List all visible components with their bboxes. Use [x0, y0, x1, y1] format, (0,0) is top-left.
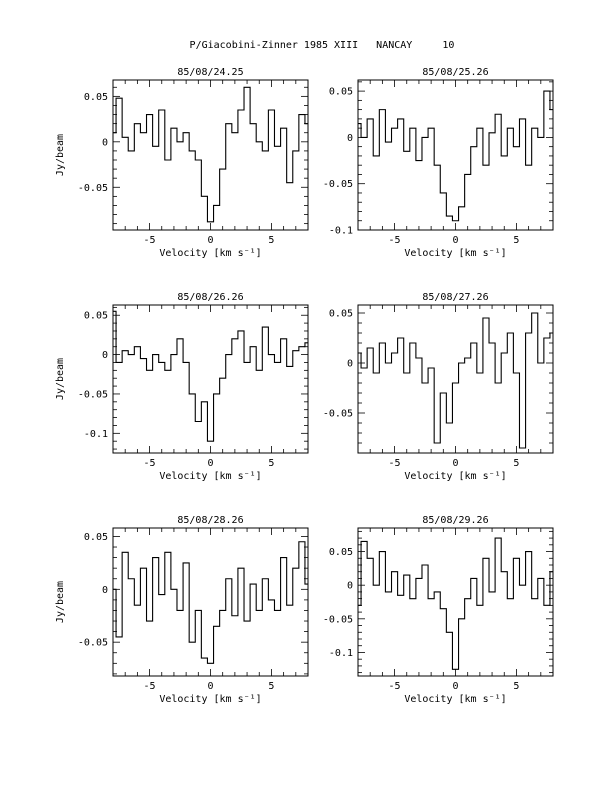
- x-tick-label: 5: [513, 681, 519, 692]
- x-axis-label: Velocity [km s⁻¹]: [159, 694, 261, 705]
- x-axis-label: Velocity [km s⁻¹]: [404, 471, 506, 482]
- y-tick-label: 0.05: [329, 87, 353, 98]
- y-tick-label: 0: [102, 137, 108, 148]
- spectrum-line: [113, 86, 308, 223]
- y-tick-label: -0.05: [78, 183, 108, 194]
- y-tick-label: 0.05: [329, 309, 353, 320]
- plot-frame: [357, 527, 554, 677]
- x-tick-label: 0: [452, 458, 458, 469]
- x-tick-label: 0: [452, 681, 458, 692]
- plot-frame: [112, 304, 309, 454]
- y-axis-label: Jy/beam: [55, 581, 66, 623]
- y-axis-label: Jy/beam: [55, 358, 66, 400]
- x-tick-label: -5: [144, 681, 156, 692]
- y-tick-label: -0.1: [329, 648, 353, 659]
- y-tick-label: 0: [347, 133, 353, 144]
- x-tick-label: -5: [389, 681, 401, 692]
- x-tick-label: -5: [144, 458, 156, 469]
- y-tick-label: 0.05: [84, 532, 108, 543]
- x-axis-label: Velocity [km s⁻¹]: [404, 694, 506, 705]
- x-tick-label: 0: [452, 235, 458, 246]
- y-tick-label: 0: [347, 359, 353, 370]
- panel-title: 85/08/24.25: [177, 67, 243, 78]
- x-tick-label: 5: [268, 235, 274, 246]
- x-axis-label: Velocity [km s⁻¹]: [159, 248, 261, 259]
- x-tick-label: 5: [268, 681, 274, 692]
- y-tick-label: -0.05: [323, 179, 353, 190]
- y-tick-label: 0: [102, 585, 108, 596]
- spectrum-line: [113, 541, 308, 664]
- y-tick-label: 0: [102, 350, 108, 361]
- y-tick-label: -0.05: [78, 638, 108, 649]
- x-tick-label: -5: [389, 458, 401, 469]
- y-tick-label: -0.1: [329, 226, 353, 237]
- panel-title: 85/08/29.26: [422, 515, 488, 526]
- panel-title: 85/08/25.26: [422, 67, 488, 78]
- spectrum-line: [358, 537, 553, 670]
- y-tick-label: 0.05: [84, 311, 108, 322]
- x-tick-label: -5: [144, 235, 156, 246]
- chart-panel: 85/08/24.25 -5 0 5 0.05 0 -0.05 Velocity [km s⁻…: [55, 67, 309, 259]
- y-tick-label: 0.05: [329, 547, 353, 558]
- spectrum-line: [358, 312, 553, 449]
- y-tick-label: 0.05: [84, 92, 108, 103]
- x-tick-label: 0: [207, 458, 213, 469]
- plot-frame: [357, 304, 554, 454]
- panels-container: 85/08/24.25 -5 0 5 0.05 0 -0.05 Velocity [km s⁻…: [55, 67, 554, 705]
- chart-panel: 85/08/26.26 -5 0 5 0.05 0 -0.05 -0.1 Velocity [k…: [55, 292, 309, 482]
- x-tick-label: 5: [268, 458, 274, 469]
- spectrum-line: [358, 90, 553, 222]
- x-tick-label: -5: [389, 235, 401, 246]
- x-tick-label: 5: [513, 458, 519, 469]
- y-axis-label: Jy/beam: [55, 134, 66, 176]
- chart-panel: 85/08/25.26 -5 0 5 0.05 0 -0.05 -0.1 Velocity [k…: [323, 67, 554, 259]
- chart-panel: 85/08/29.26 -5 0 5 0.05 0 -0.05 -0.1 Velocity [k…: [323, 515, 554, 705]
- x-tick-label: 0: [207, 681, 213, 692]
- x-axis-label: Velocity [km s⁻¹]: [404, 248, 506, 259]
- y-tick-label: -0.05: [323, 409, 353, 420]
- plot-frame: [357, 79, 554, 231]
- panel-title: 85/08/28.26: [177, 515, 243, 526]
- y-tick-label: -0.05: [323, 614, 353, 625]
- plot-frame: [112, 79, 309, 231]
- y-tick-label: -0.1: [84, 429, 108, 440]
- x-tick-label: 0: [207, 235, 213, 246]
- chart-panel: 85/08/27.26 -5 0 5 0.05 0 -0.05 Velocity [km s⁻…: [323, 292, 554, 482]
- spectrum-line: [113, 310, 308, 442]
- page-title: P/Giacobini-Zinner 1985 XIII NANCAY 10: [190, 40, 455, 51]
- panel-title: 85/08/27.26: [422, 292, 488, 303]
- x-axis-label: Velocity [km s⁻¹]: [159, 471, 261, 482]
- y-tick-label: -0.05: [78, 389, 108, 400]
- y-tick-label: 0: [347, 581, 353, 592]
- panel-title: 85/08/26.26: [177, 292, 243, 303]
- plot-frame: [112, 527, 309, 677]
- x-tick-label: 5: [513, 235, 519, 246]
- chart-panel: 85/08/28.26 -5 0 5 0.05 0 -0.05 Velocity [km s⁻…: [55, 515, 309, 705]
